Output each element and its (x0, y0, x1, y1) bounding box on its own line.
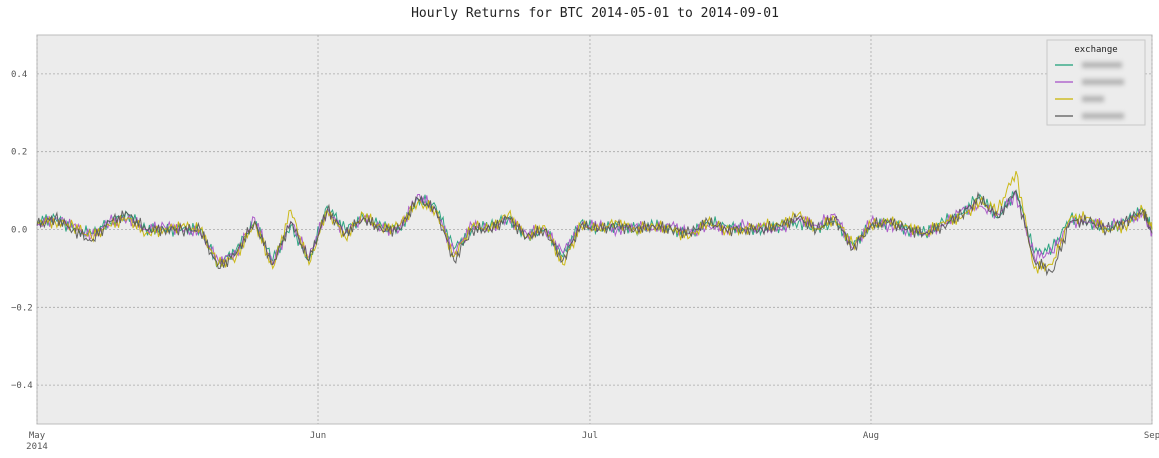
x-tick-label: Jul (582, 431, 598, 441)
y-tick-label: 0.2 (11, 148, 27, 158)
x-tick-label: Jun (310, 431, 326, 441)
grid-lines (36, 35, 1153, 424)
y-axis-ticks: 0.4 0.2 0.0 −0.2 −0.4 (11, 70, 33, 391)
legend-redacted-label-3 (1082, 96, 1104, 102)
legend: exchange (1046, 39, 1146, 126)
legend-redacted-label-2 (1082, 79, 1124, 85)
y-tick-label: 0.4 (11, 70, 27, 80)
x-tick-sublabel: 2014 (26, 442, 48, 452)
chart-title: Hourly Returns for BTC 2014-05-01 to 201… (411, 6, 779, 21)
x-tick-label: May (29, 431, 46, 441)
x-tick-label: Sep (1144, 431, 1159, 441)
legend-entries (1055, 62, 1124, 119)
legend-redacted-label-4 (1082, 113, 1124, 119)
legend-title: exchange (1074, 45, 1117, 55)
series-lines (36, 170, 1153, 277)
series-line-4 (36, 189, 1153, 277)
x-tick-label: Aug (863, 431, 879, 441)
y-tick-label: 0.0 (11, 226, 27, 236)
legend-redacted-label-1 (1082, 62, 1122, 68)
y-tick-label: −0.2 (11, 303, 33, 313)
y-tick-label: −0.4 (11, 381, 33, 391)
